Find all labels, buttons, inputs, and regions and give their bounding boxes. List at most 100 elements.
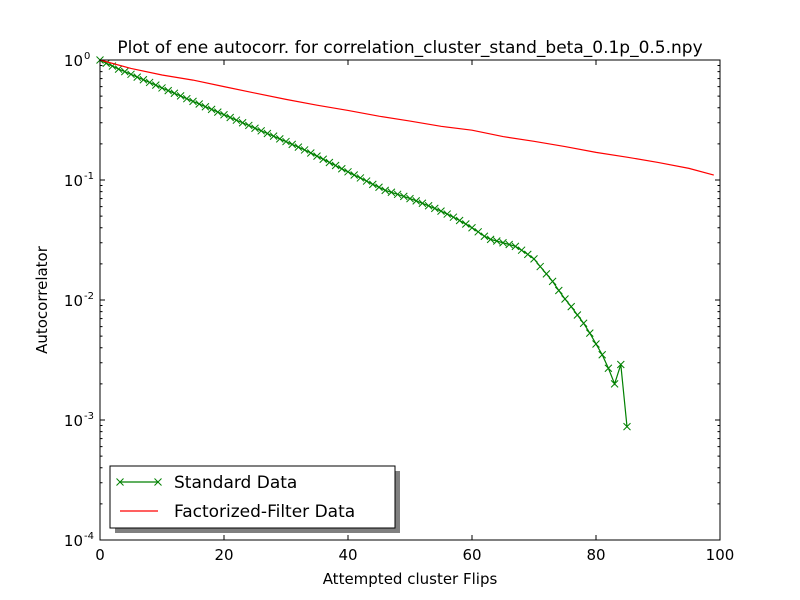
series-line-2 [99, 59, 714, 176]
data-point [474, 227, 483, 236]
data-point [604, 364, 613, 373]
data-point-stroke [170, 89, 179, 98]
x-axis: 0 20 40 60 80 100 [95, 60, 734, 564]
data-point [523, 250, 532, 259]
data-point [480, 232, 489, 241]
data-point-stroke [548, 277, 557, 286]
data-point-stroke [344, 167, 352, 176]
data-point [592, 340, 600, 348]
data-point-stroke [120, 67, 129, 76]
data-point [313, 152, 321, 161]
data-point [623, 422, 631, 431]
x-tick-label: 40 [338, 546, 357, 564]
data-point-stroke [257, 126, 266, 135]
legend-swatch-marker [154, 478, 162, 486]
data-point-stroke [368, 180, 377, 189]
legend-label: Standard Data [174, 473, 297, 493]
data-point [393, 190, 402, 199]
data-point [164, 86, 173, 95]
data-point-stroke [492, 237, 501, 245]
data-point [468, 223, 476, 232]
data-point [263, 129, 272, 138]
y-tick-label: 10 [64, 52, 83, 70]
data-point-stroke [133, 73, 142, 81]
data-point-stroke [238, 118, 247, 127]
data-point [244, 121, 253, 130]
data-point [207, 105, 216, 114]
data-point [579, 319, 588, 328]
data-point-stroke [406, 194, 414, 203]
data-point [120, 67, 129, 76]
data-point-stroke [461, 220, 470, 228]
data-point-stroke [579, 319, 588, 328]
data-point-stroke [325, 158, 334, 167]
y-tick-label: 10 [64, 532, 83, 550]
data-point-stroke [251, 124, 259, 133]
data-point-stroke [207, 105, 216, 114]
data-point-stroke [139, 75, 148, 84]
data-point-stroke [294, 143, 303, 151]
data-point-stroke [319, 155, 328, 164]
y-tick-label-exponent: -4 [84, 531, 94, 542]
data-point [362, 177, 371, 185]
data-point [561, 295, 569, 303]
data-point-stroke [288, 140, 297, 149]
data-point-stroke [412, 197, 421, 205]
data-point [350, 171, 359, 179]
data-point [616, 360, 625, 369]
data-point [282, 137, 290, 146]
data-point [269, 132, 278, 140]
data-point [567, 302, 576, 311]
data-point-stroke [424, 201, 433, 210]
data-point [220, 110, 228, 119]
data-point-stroke [499, 238, 507, 247]
data-point-stroke [585, 329, 594, 337]
data-point [437, 207, 445, 216]
data-point-stroke [331, 161, 340, 170]
data-point-stroke [542, 270, 551, 278]
data-point [226, 113, 235, 122]
data-point [573, 311, 582, 319]
data-point [325, 158, 334, 167]
data-point-stroke [449, 213, 458, 222]
data-point [133, 73, 142, 81]
x-tick-label: 60 [462, 546, 481, 564]
data-point [300, 146, 309, 154]
data-point [499, 238, 507, 247]
data-point [232, 116, 241, 125]
legend-swatch-marker [116, 478, 124, 486]
data-point [331, 161, 340, 170]
data-point [554, 286, 563, 295]
data-point-stroke [486, 235, 495, 244]
legend-item-1: Standard Data [116, 473, 297, 493]
data-point [443, 210, 452, 218]
data-point-stroke [536, 262, 545, 271]
data-point [536, 262, 545, 271]
data-point [598, 350, 607, 359]
data-point [114, 65, 123, 73]
data-point [517, 246, 526, 255]
data-point-stroke [610, 380, 619, 388]
data-point-stroke [151, 81, 160, 90]
data-point-stroke [213, 108, 222, 116]
y-tick-label-exponent: -1 [84, 171, 94, 182]
data-point [492, 237, 501, 245]
data-point [139, 75, 148, 84]
data-point [145, 78, 154, 87]
data-point-stroke [505, 240, 514, 249]
data-point-stroke [616, 360, 625, 369]
data-point-stroke [387, 188, 396, 197]
data-point [610, 380, 619, 388]
data-point [387, 188, 396, 197]
data-point-stroke [480, 232, 489, 241]
data-point [412, 197, 421, 205]
data-point [189, 97, 197, 106]
data-point [461, 220, 470, 228]
y-tick-label: 10 [64, 292, 83, 310]
data-point [368, 180, 377, 189]
data-point [306, 149, 315, 157]
data-point-stroke [530, 255, 538, 263]
data-point [548, 277, 557, 286]
data-point-stroke [182, 94, 191, 103]
